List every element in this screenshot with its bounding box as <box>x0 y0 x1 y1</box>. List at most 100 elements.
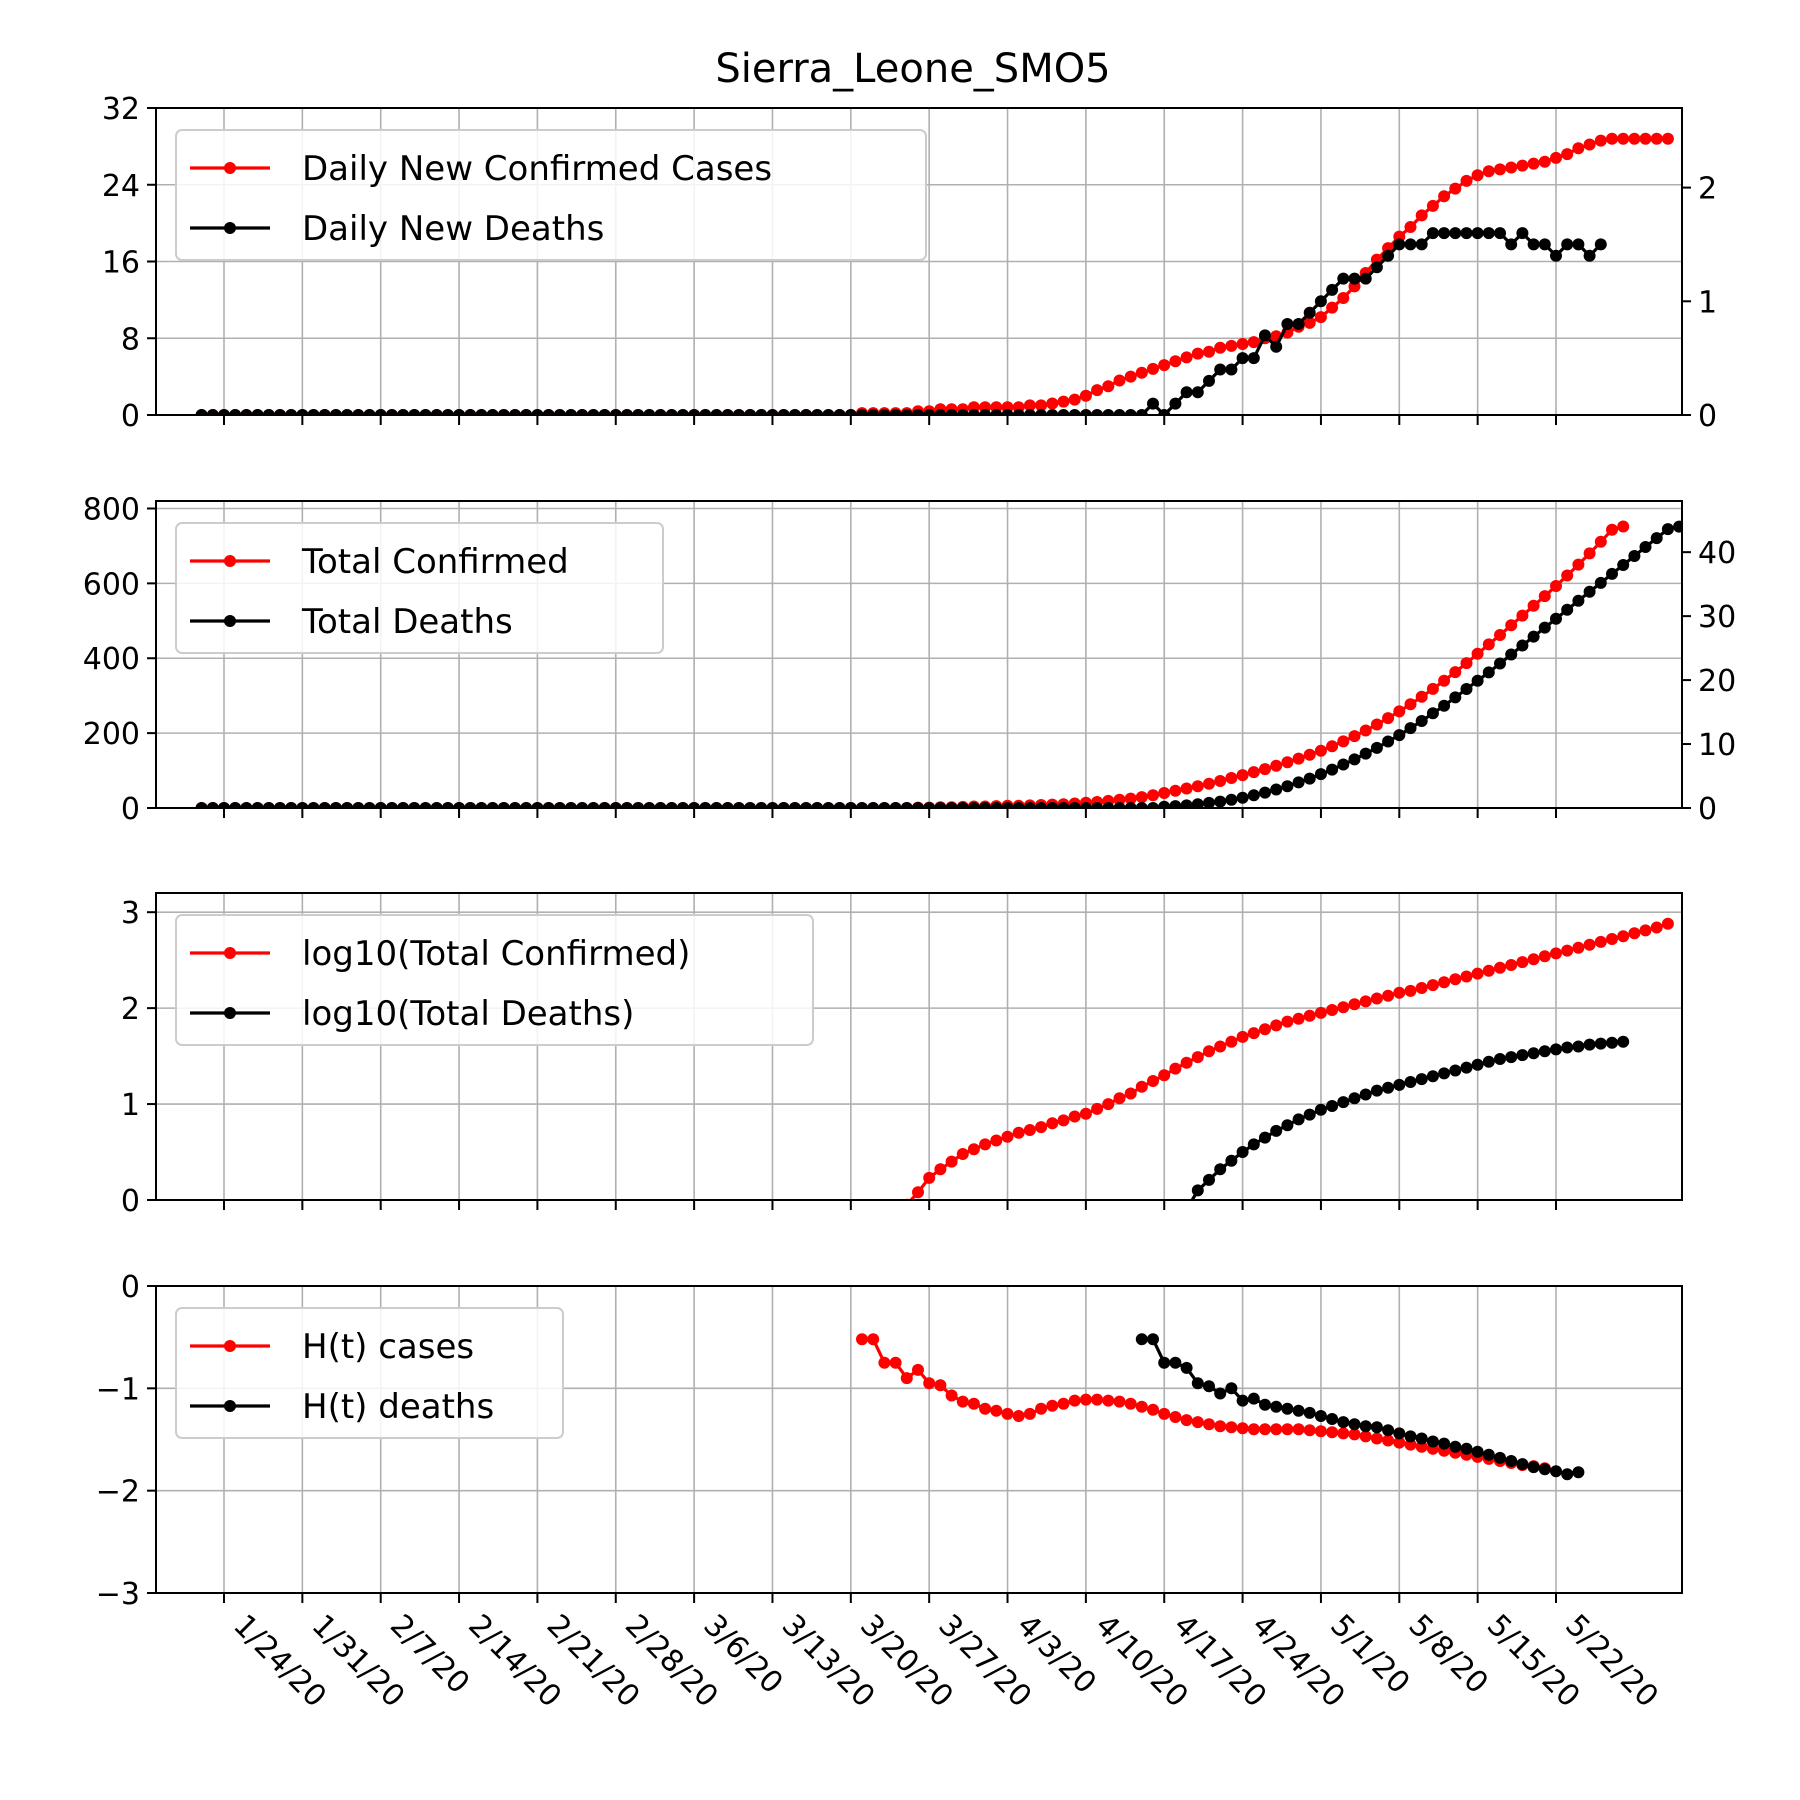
data-point-deaths <box>1158 1356 1171 1369</box>
data-point-cases <box>1225 772 1238 784</box>
data-point-deaths <box>1673 520 1682 533</box>
data-point-cases <box>1270 1423 1283 1436</box>
data-point-cases <box>1572 142 1585 155</box>
data-point-cases <box>1259 1023 1271 1036</box>
data-point-deaths <box>1191 798 1204 808</box>
data-point-cases <box>1091 1393 1104 1406</box>
data-point-deaths <box>1292 1404 1305 1417</box>
data-point-deaths <box>956 409 969 415</box>
data-point-cases <box>1068 1110 1081 1123</box>
data-point-cases <box>1079 1393 1092 1406</box>
data-point-cases <box>1292 752 1305 765</box>
data-point-deaths <box>833 409 846 415</box>
legend-label: log10(Total Confirmed) <box>302 934 690 974</box>
data-point-cases <box>1628 132 1641 145</box>
data-point-deaths <box>206 409 219 415</box>
data-point-deaths <box>688 409 701 415</box>
data-point-deaths <box>766 802 779 808</box>
data-point-deaths <box>811 409 824 415</box>
data-point-deaths <box>1382 1424 1395 1437</box>
data-point-cases <box>1012 1410 1025 1422</box>
data-point-cases <box>1404 221 1417 233</box>
data-point-deaths <box>1303 772 1316 785</box>
data-point-cases <box>1135 366 1148 379</box>
legend-box <box>175 129 927 261</box>
data-point-cases <box>1135 1080 1148 1093</box>
data-point-deaths <box>1438 1067 1451 1080</box>
data-point-cases <box>1147 1075 1159 1087</box>
data-point-cases <box>1505 619 1518 632</box>
data-point-cases <box>1079 389 1092 402</box>
data-point-cases <box>1225 1035 1238 1048</box>
data-point-deaths <box>1606 567 1618 580</box>
data-point-deaths <box>1303 1108 1316 1121</box>
data-point-deaths <box>1102 409 1115 415</box>
data-point-cases <box>934 1379 947 1392</box>
data-point-deaths <box>352 802 365 808</box>
data-point-cases <box>1158 359 1171 372</box>
data-point-cases <box>1426 199 1439 212</box>
data-point-deaths <box>632 802 645 808</box>
data-point-cases <box>1516 159 1529 172</box>
left-tick-label: −3 <box>96 1577 140 1612</box>
data-point-deaths <box>1482 1448 1495 1461</box>
data-point-deaths <box>464 409 477 415</box>
data-point-deaths <box>598 409 611 415</box>
data-point-deaths <box>218 409 230 415</box>
data-point-deaths <box>1259 1398 1271 1411</box>
data-point-deaths <box>889 802 902 808</box>
data-point-deaths <box>1091 409 1104 415</box>
data-point-cases <box>1460 174 1473 187</box>
data-point-deaths <box>1314 768 1327 781</box>
left-tick-label: 2 <box>121 992 140 1027</box>
data-point-deaths <box>945 409 958 415</box>
data-point-deaths <box>721 802 734 808</box>
data-point-deaths <box>1214 795 1227 808</box>
data-point-cases <box>912 1186 924 1199</box>
data-point-deaths <box>1236 1394 1249 1407</box>
data-point-deaths <box>665 409 678 415</box>
data-point-deaths <box>1572 1040 1585 1053</box>
data-point-cases <box>1482 964 1495 977</box>
data-point-deaths <box>486 802 499 808</box>
data-point-deaths <box>1247 352 1260 365</box>
data-point-cases <box>1169 1411 1182 1423</box>
data-point-deaths <box>822 409 835 415</box>
data-point-cases <box>1012 1126 1025 1139</box>
data-point-deaths <box>453 802 466 808</box>
legend-marker <box>224 1340 236 1352</box>
data-point-deaths <box>732 409 745 415</box>
left-tick-label: −1 <box>96 1372 140 1407</box>
data-point-deaths <box>1348 272 1361 285</box>
data-point-cases <box>1415 209 1428 222</box>
data-point-deaths <box>1214 1387 1227 1400</box>
right-tick-label: 0 <box>1698 792 1717 827</box>
data-point-deaths <box>609 409 622 415</box>
data-point-deaths <box>1426 1435 1439 1448</box>
data-point-deaths <box>1415 1073 1428 1086</box>
data-point-cases <box>1550 947 1562 960</box>
data-point-deaths <box>1057 802 1070 808</box>
data-point-deaths <box>934 409 947 415</box>
data-point-deaths <box>240 409 253 415</box>
data-point-cases <box>1091 384 1104 397</box>
data-point-cases <box>1449 182 1462 195</box>
data-point-cases <box>1348 730 1361 743</box>
series-group <box>195 132 1674 415</box>
data-point-deaths <box>1046 409 1059 415</box>
data-point-cases <box>1404 1438 1417 1451</box>
data-point-cases <box>1538 950 1551 963</box>
data-point-deaths <box>1225 1154 1238 1167</box>
data-point-deaths <box>1449 1440 1462 1453</box>
data-point-cases <box>1057 395 1070 408</box>
data-point-cases <box>934 1163 947 1176</box>
data-point-deaths <box>688 802 701 808</box>
data-point-deaths <box>408 409 421 415</box>
data-point-deaths <box>475 409 488 415</box>
data-point-deaths <box>1550 612 1562 625</box>
data-point-deaths <box>1482 666 1495 679</box>
data-point-cases <box>1102 1394 1115 1407</box>
data-point-deaths <box>1359 747 1372 760</box>
legend-label: Total Confirmed <box>301 542 569 582</box>
